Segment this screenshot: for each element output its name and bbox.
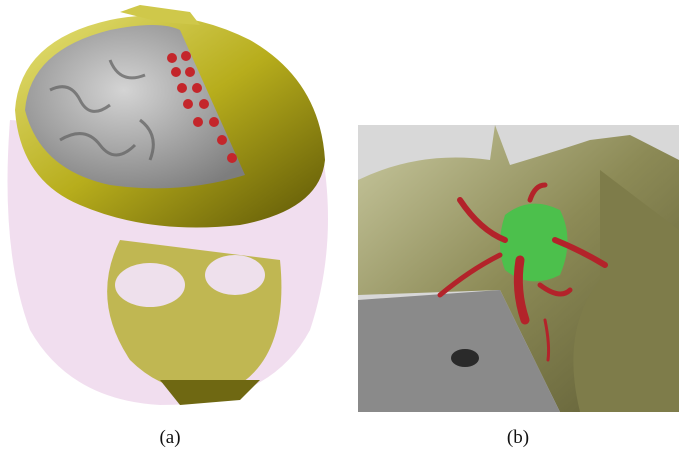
panel-a-image (7, 5, 328, 405)
caption-b: (b) (507, 427, 529, 448)
caption-a: (a) (159, 427, 180, 448)
panel-b-image (358, 125, 679, 412)
